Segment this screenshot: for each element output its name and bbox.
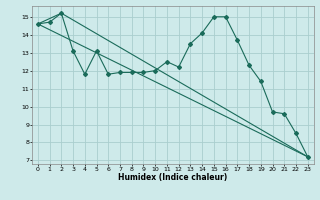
X-axis label: Humidex (Indice chaleur): Humidex (Indice chaleur): [118, 173, 228, 182]
